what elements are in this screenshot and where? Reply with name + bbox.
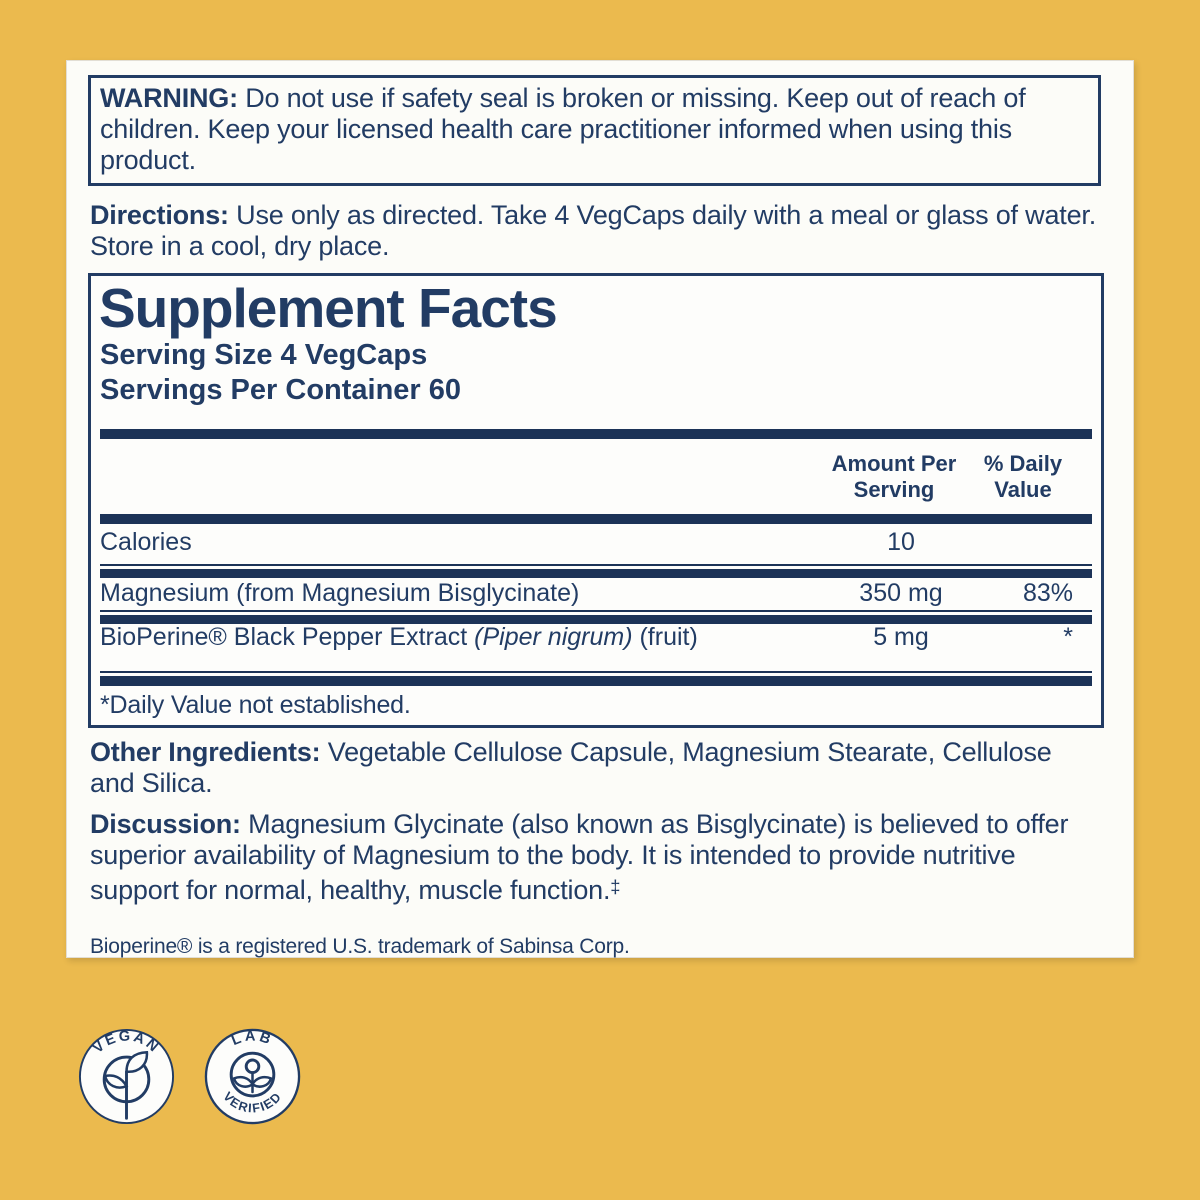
vegan-badge: VEGAN [78,1029,175,1125]
discussion-label: Discussion: [90,809,241,839]
column-header-amount: Amount Per Serving [831,451,957,502]
serving-size: Serving Size 4 VegCaps [100,339,428,371]
other-ingredients-label: Other Ingredients: [90,737,321,767]
other-ingredients: Other Ingredients: Vegetable Cellulose C… [90,737,1052,798]
column-header-daily-value: % Daily Value [983,451,1063,502]
row-separator [100,610,1092,612]
row-daily-value: 83% [1022,579,1073,607]
row-name: BioPerine® Black Pepper Extract (Piper n… [100,623,698,651]
lab-verified-badge: LAB VERIFIED [204,1029,301,1125]
row-amount: 350 mg [859,579,943,607]
warning-label: WARNING: [100,83,238,113]
trademark-note: Bioperine® is a registered U.S. trademar… [90,935,630,958]
table-header-bar [100,514,1092,524]
table-top-bar [100,429,1092,439]
row-daily-value: * [1063,623,1073,651]
svg-text:LAB: LAB [229,1029,275,1050]
supplement-facts-box: Supplement Facts Serving Size 4 VegCaps … [88,273,1104,728]
row-amount: 5 mg [873,623,929,651]
daily-value-footnote: *Daily Value not established. [100,691,411,719]
flower-icon [229,1051,276,1098]
directions-text: Directions: Use only as directed. Take 4… [90,200,1096,261]
lab-badge-top-label: LAB [229,1029,272,1050]
row-name: Magnesium (from Magnesium Bisglycinate) [100,579,580,607]
servings-per-container: Servings Per Container 60 [100,374,462,406]
directions-label: Directions: [90,200,229,230]
discussion: Discussion: Magnesium Glycinate (also kn… [90,809,1069,905]
table-bottom-separator [100,671,1092,673]
table-bottom-bar [100,676,1092,686]
label-white-panel: WARNING: Do not use if safety seal is br… [66,60,1134,958]
row-amount: 10 [887,528,915,556]
warning-text: WARNING: Do not use if safety seal is br… [100,83,1026,175]
double-dagger-symbol: ‡ [610,876,621,897]
sprout-icon [102,1050,151,1120]
warning-box: WARNING: Do not use if safety seal is br… [88,75,1101,186]
row-separator [100,564,1092,566]
supplement-facts-title: Supplement Facts [99,277,558,339]
row-separator [100,615,1092,624]
row-separator [100,569,1092,578]
row-name: Calories [100,528,192,556]
